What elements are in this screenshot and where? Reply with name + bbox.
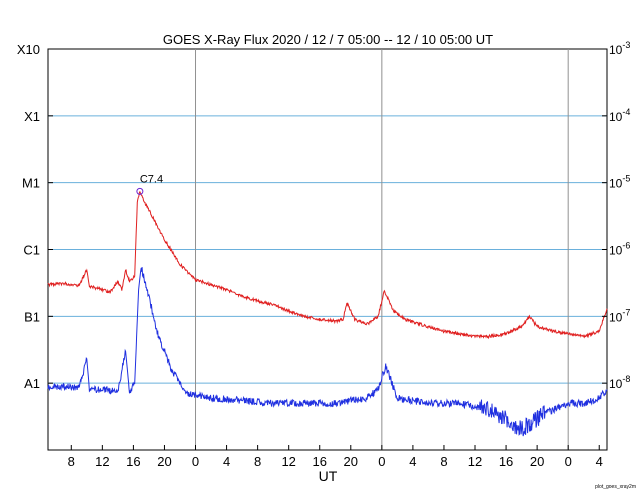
x-tick-label: 0 — [192, 454, 199, 469]
x-tick-label: 16 — [499, 454, 513, 469]
y-tick-label-left: M1 — [22, 176, 40, 191]
left-y-tick-labels: A1 B1 C1 M1 X1 X10 — [17, 42, 40, 391]
x-tick-label: 8 — [68, 454, 75, 469]
footer-note: plot_goes_xray2m — [595, 484, 636, 490]
x-tick-label: 20 — [344, 454, 358, 469]
x-tick-label: 20 — [530, 454, 544, 469]
y-tick-label-right: 10-5 — [609, 174, 630, 191]
x-tick-label: 0 — [565, 454, 572, 469]
x-axis-label: UT — [319, 468, 338, 484]
x-tick-label: 4 — [223, 454, 230, 469]
y-tick-label-left: B1 — [24, 309, 40, 324]
series-line-long — [47, 190, 608, 340]
y-tick-label-left: X1 — [24, 109, 40, 124]
annotations: C7.4 — [136, 173, 163, 195]
y-tick-label-right: 10-6 — [609, 241, 630, 258]
y-tick-label-right: 10-4 — [609, 107, 630, 124]
tick-marks — [48, 48, 607, 450]
y-tick-label-right: 10-3 — [609, 40, 630, 57]
peak-annotation-label: C7.4 — [140, 173, 163, 185]
x-tick-label: 8 — [254, 454, 261, 469]
grid-lines — [48, 115, 607, 384]
y-tick-label-left: A1 — [24, 376, 40, 391]
right-y-tick-labels: 10-3 10-4 10-5 10-6 10-7 10-8 — [609, 40, 630, 391]
chart-title: GOES X-Ray Flux 2020 / 12 / 7 05:00 -- 1… — [163, 32, 493, 47]
x-tick-label: 16 — [313, 454, 327, 469]
series-group — [47, 190, 608, 437]
x-tick-label: 12 — [468, 454, 482, 469]
x-tick-label: 0 — [378, 454, 385, 469]
x-tick-label: 16 — [126, 454, 140, 469]
y-tick-label-left: X10 — [17, 42, 40, 57]
day-boundary-lines — [195, 49, 569, 450]
x-tick-label: 4 — [596, 454, 603, 469]
x-tick-label: 12 — [95, 454, 109, 469]
x-tick-label: 8 — [440, 454, 447, 469]
x-tick-label: 4 — [409, 454, 416, 469]
series-line-short — [47, 267, 608, 437]
x-tick-labels: 8 12 16 20 0 4 8 12 16 20 0 4 8 12 16 20 0 4 — [68, 454, 603, 469]
y-tick-label-right: 10-7 — [609, 307, 630, 324]
peak-marker — [136, 187, 144, 195]
x-tick-label: 12 — [281, 454, 295, 469]
y-tick-label-right: 10-8 — [609, 374, 630, 391]
x-tick-label: 20 — [157, 454, 171, 469]
y-tick-label-left: C1 — [23, 243, 40, 258]
